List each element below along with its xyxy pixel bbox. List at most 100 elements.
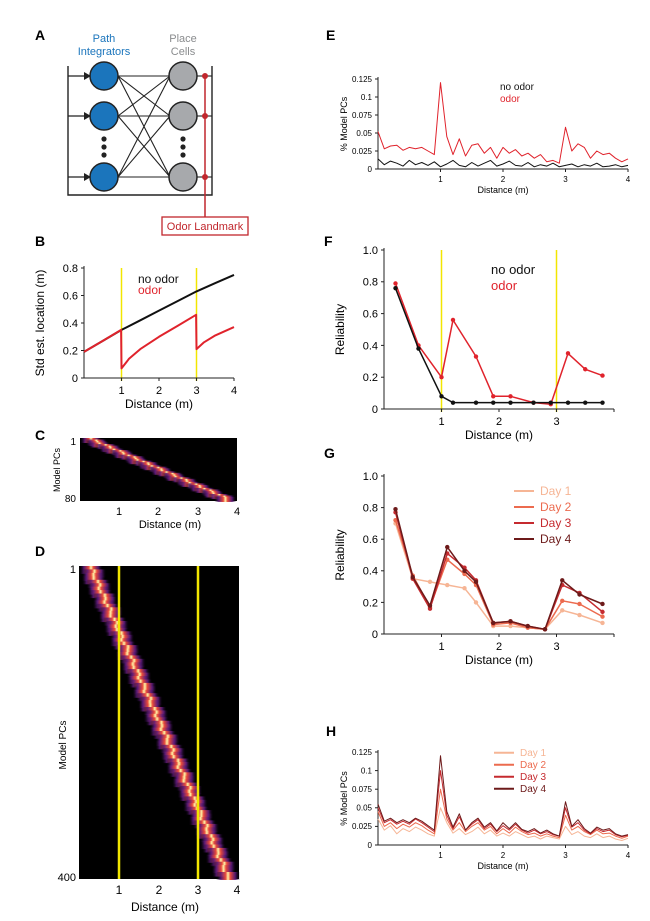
panel-h-xlabel: Distance (m) [477,861,528,871]
odor-landmark-box [161,216,249,236]
panel-g-point [600,609,605,615]
panel-b-ytick-label: 0.6 [63,290,78,302]
panel-h-ytick-label: 0.025 [352,822,373,831]
panel-f-legend-label: no odor [491,262,536,277]
panel-g-point [491,620,496,626]
panel-a-letter: A [35,27,45,43]
network-frame [67,66,213,196]
panel-b-ytick-label: 0.2 [63,345,78,357]
panel-h-xtick-label: 4 [626,851,631,860]
path-integrator-node [89,162,119,192]
panel-g-ytick-label: 0.2 [363,597,378,609]
panel-f-point [508,394,513,399]
panel-f-point [393,281,398,286]
panel-h-ytick-label: 0 [368,841,373,850]
panel-f-point [473,400,479,405]
panel-g-point [542,627,548,632]
place-cell-node [168,61,198,91]
panel-g-point [560,598,565,604]
panel-f-ytick-label: 1.0 [363,245,378,257]
place-cells-label-2: Cells [171,46,196,58]
panel-g-ytick-label: 0.6 [363,534,378,546]
panel-f-ytick-label: 0 [372,404,378,416]
panel-g-point [577,592,582,597]
panel-b-xlabel: Distance (m) [125,397,193,411]
panel-g-legend-label: Day 2 [540,500,572,514]
panel-h-xtick-label: 1 [438,851,443,860]
panel-g-xtick-label: 1 [438,641,444,653]
connections [117,75,212,178]
panel-b-series-odor [83,313,235,370]
panel-b-xtick-label: 2 [156,385,162,397]
panel-h-legend-label: Day 2 [520,760,547,771]
panel-e-chart: E 0 0.025 0.05 0.075 0.1 0.125 1 2 3 4 Distance (m)… [326,27,631,195]
panel-h-series-day-1 [377,807,629,841]
place-cells-label-1: Place [169,33,197,45]
place-cell-nodes [168,61,198,192]
panel-c-letter: C [35,427,45,443]
panel-b-letter: B [35,233,45,249]
panel-h-xtick-label: 2 [501,851,506,860]
panel-b-legend-label: no odor [138,272,179,286]
panel-g-point [427,606,433,611]
panel-h-series-day-3 [377,770,629,838]
heatmap-d-tick-4: 4 [234,883,241,897]
panel-f-point [450,400,456,405]
path-integrators-label-1: Path [93,33,116,45]
path-integrator-nodes [89,61,119,192]
panel-f-point [473,354,479,359]
panel-e-ytick-label: 0.125 [352,75,373,84]
input-arrowheads [84,72,91,181]
panel-f-xtick-label: 3 [553,416,559,428]
panel-e-xtick-label: 3 [563,175,568,184]
heatmap-d-tick-1: 1 [116,883,123,897]
panel-g-point [462,585,467,591]
panel-f-point [565,400,571,405]
panel-f-series-odor [394,283,603,405]
panel-g-legend-label: Day 3 [540,516,572,530]
panel-g-ytick-label: 0 [372,629,378,641]
panel-g-legend-label: Day 4 [540,532,572,546]
panel-e-xtick-label: 1 [438,175,443,184]
panel-e-ylabel: % Model PCs [339,96,349,151]
panel-g-point [393,506,398,512]
panel-e-xtick-label: 2 [501,175,506,184]
heatmap-d-tick-3: 3 [195,883,202,897]
panel-f-point [548,400,553,405]
panel-b-xtick-label: 4 [231,385,237,397]
panel-e-letter: E [326,27,335,43]
place-cell-node [168,162,198,192]
panel-g-ytick-label: 0.4 [363,566,378,578]
panel-h-ytick-label: 0.125 [352,748,373,757]
panel-g-point [473,600,479,605]
panel-h-legend-label: Day 3 [520,772,547,783]
heatmap-c-tick-4: 4 [234,506,240,518]
panel-f-point [531,400,536,405]
panel-g-point [473,579,479,585]
panel-g-point [445,544,450,550]
panel-f-xtick-label: 1 [438,416,444,428]
panel-f-ytick-label: 0.2 [363,372,378,384]
heat-D-band [216,872,240,880]
panel-e-xlabel: Distance (m) [477,185,528,195]
panel-f-series-no-odor [394,287,603,404]
place-cell-node [168,101,198,131]
panel-f-point [565,351,571,356]
panel-e-legend-label: odor [500,94,521,105]
ellipsis-dots [101,136,186,158]
panel-h-ytick-label: 0.05 [356,804,372,813]
panel-g-chart: G 0 0.2 0.4 0.6 0.8 1.0 1 2 3 Distance (m) Reliabil… [324,445,615,667]
heatmap-d-bands [79,566,240,880]
panel-f-xlabel: Distance (m) [465,428,533,442]
panel-f-ylabel: Reliability [333,304,347,355]
panel-f-point [508,400,513,405]
heatmap-c-tick-3: 3 [195,506,201,518]
heatmap-d-tick-2: 2 [156,883,163,897]
panel-g-point [462,568,467,573]
panel-g-point [427,579,433,585]
panel-f-point [416,346,421,351]
panel-f-ytick-label: 0.8 [363,277,378,289]
panel-e-series-odor [377,82,629,164]
panel-h-chart: H 0 0.025 0.05 0.075 0.1 0.125 1 2 3 4 Distance (m)… [326,723,631,871]
input-arrows [68,75,88,178]
